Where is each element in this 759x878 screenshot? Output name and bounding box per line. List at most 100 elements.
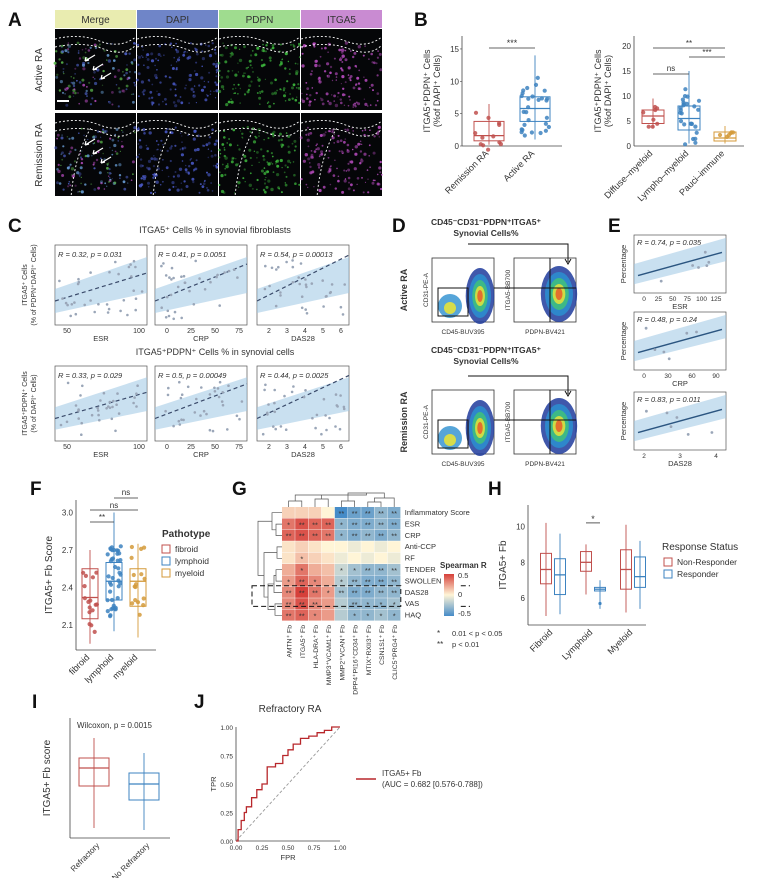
data-point: [678, 105, 683, 110]
cell-dot: [55, 50, 58, 53]
data-point: [304, 308, 308, 311]
cell-dot: [355, 101, 358, 104]
data-point: [115, 596, 120, 601]
heatmap-star: **: [312, 532, 318, 541]
cell-dot: [234, 73, 238, 77]
data-point: [108, 582, 114, 587]
data-point: [498, 142, 503, 147]
cell-dot: [306, 97, 309, 100]
data-point: [180, 316, 183, 320]
cell-dot: [311, 70, 313, 72]
cell-dot: [242, 137, 244, 139]
data-point: [263, 287, 267, 291]
cell-dot: [63, 73, 65, 75]
cell-dot: [192, 180, 195, 184]
heatmap-col-label: ITGA5⁺ Fb: [300, 625, 307, 658]
x-axis-label: DAS28: [668, 459, 692, 468]
cell-dot: [84, 183, 87, 186]
data-point: [339, 394, 342, 397]
cell-dot: [314, 98, 316, 101]
data-point: [194, 259, 197, 263]
cell-dot: [274, 78, 277, 82]
cell-dot: [88, 81, 91, 84]
data-point: [710, 431, 714, 434]
heatmap-star: **: [299, 520, 305, 529]
cell-dot: [363, 152, 367, 156]
cell-dot: [214, 81, 217, 84]
cell-dot: [278, 132, 282, 136]
cell-dot: [122, 180, 126, 184]
sig-legend-symbol: **: [437, 640, 443, 649]
cell-dot: [364, 181, 367, 183]
cell-dot: [115, 152, 119, 155]
cell-dot: [331, 79, 334, 82]
heatmap-star: **: [299, 577, 305, 586]
heatmap-star: *: [366, 600, 369, 609]
data-point: [183, 281, 187, 285]
cell-dot: [326, 62, 330, 66]
cell-dot: [337, 96, 339, 98]
cell-dot: [125, 175, 129, 179]
chart-title: Refractory RA: [259, 704, 322, 715]
cell-dot: [111, 178, 113, 180]
cell-dot: [260, 58, 263, 62]
cell-dot: [313, 186, 315, 188]
heatmap-star: *: [393, 600, 396, 609]
cell-dot: [264, 179, 266, 181]
data-point: [218, 304, 221, 307]
cell-dot: [169, 146, 173, 150]
cell-dot: [352, 55, 355, 59]
data-point: [529, 130, 535, 135]
data-point: [519, 93, 524, 99]
data-point: [108, 589, 113, 594]
cell-dot: [234, 87, 237, 90]
data-point: [641, 110, 646, 115]
cell-dot: [137, 143, 140, 145]
data-point: [279, 425, 283, 428]
heatmap-star: **: [352, 509, 358, 518]
x-axis-label: ESR: [93, 450, 109, 459]
data-point: [132, 401, 135, 405]
data-point: [66, 303, 69, 307]
cell-dot: [79, 175, 81, 177]
cell-dot: [276, 164, 280, 168]
data-point: [115, 558, 120, 563]
heatmap-col-label: MTIX⁺RXII3⁺ Fb: [366, 625, 373, 675]
cell-dot: [214, 153, 217, 157]
data-point: [526, 96, 531, 101]
cell-dot: [100, 157, 102, 160]
cell-dot: [250, 80, 253, 83]
data-point: [108, 270, 111, 274]
heatmap-cell: [374, 518, 388, 530]
cell-dot: [359, 143, 362, 145]
panel-letter-c: C: [8, 216, 22, 237]
cell-dot: [180, 101, 184, 105]
data-point: [315, 413, 319, 417]
cell-dot: [155, 180, 159, 184]
data-point: [473, 110, 479, 115]
heatmap-star: *: [314, 577, 317, 586]
cell-dot: [327, 51, 329, 53]
heatmap-star: **: [378, 520, 384, 529]
cell-dot: [238, 58, 243, 63]
data-point: [105, 303, 109, 306]
cell-dot: [99, 140, 103, 144]
data-point: [105, 407, 108, 410]
y-tick-label: 10: [622, 92, 631, 101]
y-axis-label: ITGA5+ Fb Score: [44, 536, 55, 615]
cell-dot: [366, 169, 369, 171]
heatmap-star: **: [365, 532, 371, 541]
cell-dot: [61, 174, 65, 177]
x-tick-label: 2: [267, 328, 271, 335]
cell-dot: [78, 102, 80, 105]
cell-dot: [315, 148, 318, 151]
cell-dot: [84, 47, 87, 50]
cell-dot: [262, 43, 264, 46]
cell-dot: [114, 150, 117, 153]
data-point: [274, 427, 278, 431]
data-point: [166, 393, 170, 397]
arrow-marker: [92, 147, 104, 155]
heatmap-cell: [334, 575, 348, 587]
cell-dot: [264, 78, 266, 80]
cell-dot: [179, 132, 182, 134]
